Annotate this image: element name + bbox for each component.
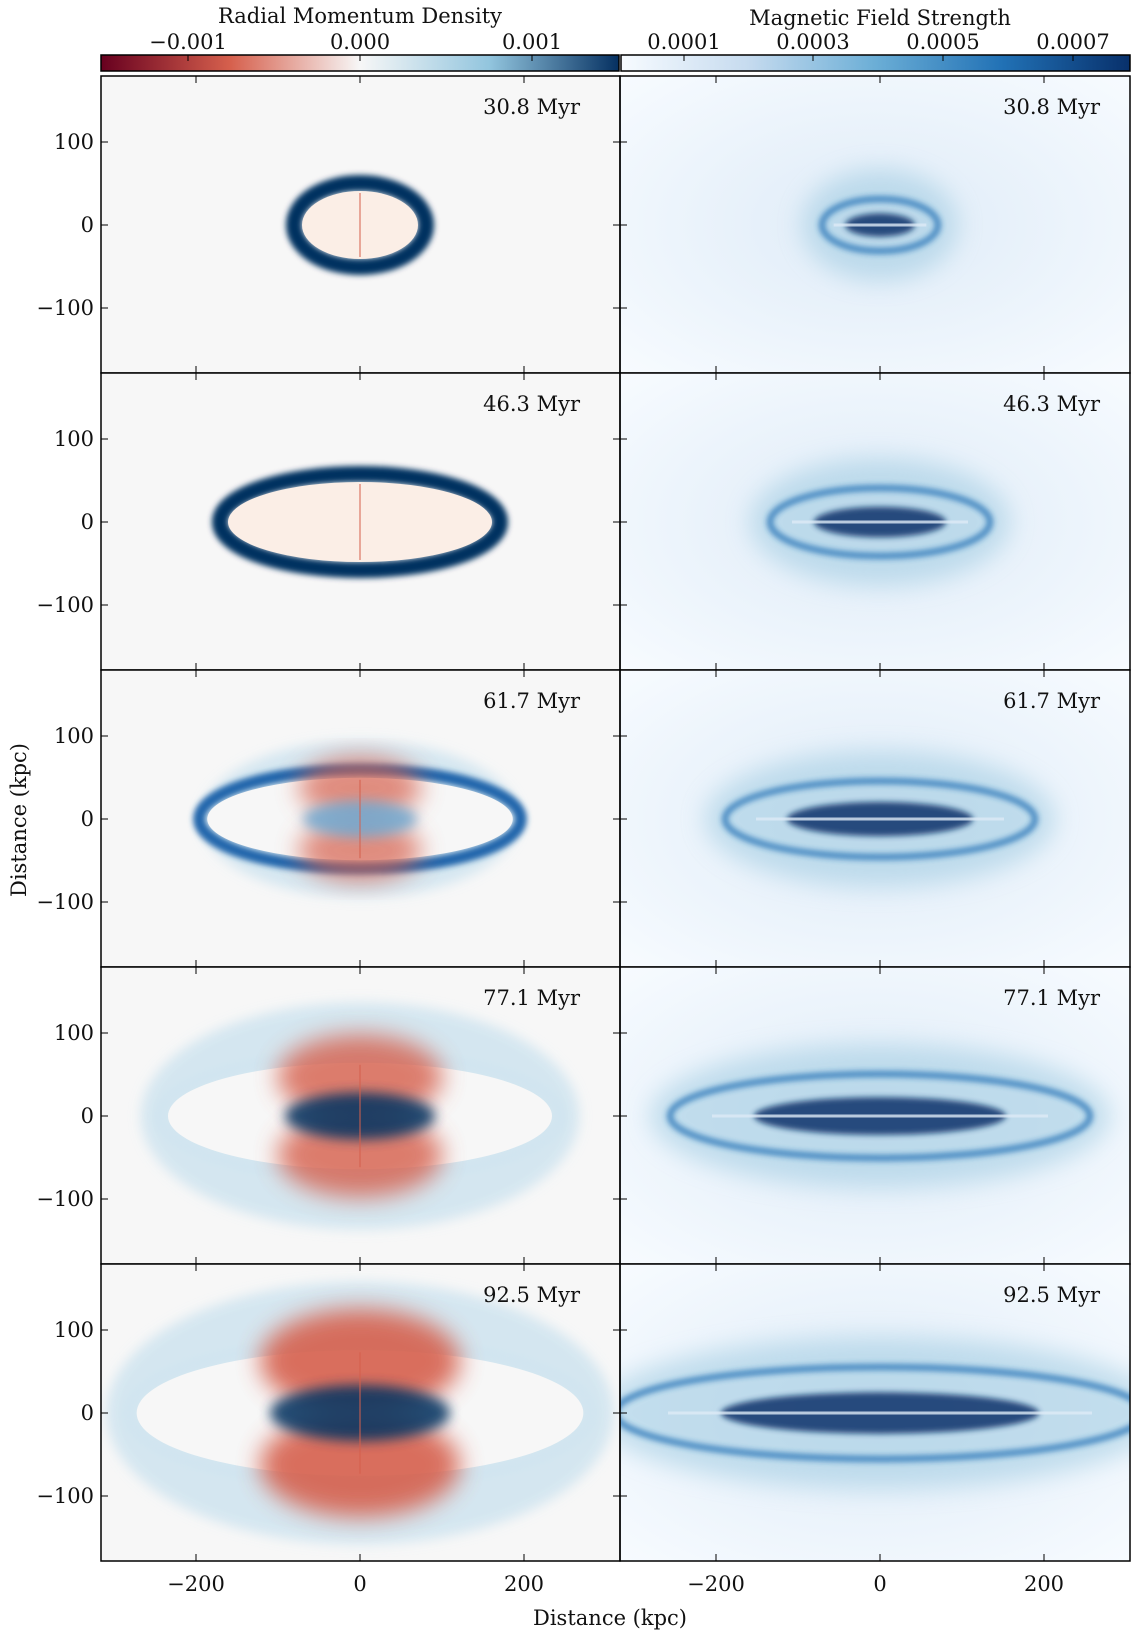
x-tick-label: −200: [687, 1572, 745, 1596]
field-lobe: [722, 778, 1038, 860]
field-lobe: [819, 196, 941, 254]
field-lobe: [767, 485, 993, 559]
colorbar-magnetic-field: [620, 54, 1131, 72]
panel-magnetic-field: [620, 76, 1130, 373]
y-tick-label: 100: [54, 724, 94, 748]
time-label: 77.1 Myr: [1003, 986, 1101, 1010]
time-label: 77.1 Myr: [483, 986, 581, 1010]
x-tick-label: 200: [504, 1572, 544, 1596]
time-label: 46.3 Myr: [483, 392, 581, 416]
y-tick-label: 0: [81, 1401, 94, 1425]
y-tick-label: 100: [54, 1318, 94, 1342]
field-lobe: [667, 1071, 1093, 1161]
y-tick-label: −100: [36, 593, 94, 617]
panel-magnetic-field: [620, 670, 1130, 967]
y-tick-label: −100: [36, 890, 94, 914]
colorbar-tick-label: 0.0007: [1036, 30, 1109, 54]
panel-row: 30.8 Myr 30.8 Myr 100 0 −100: [36, 75, 1131, 374]
panel-radial-momentum: [101, 1264, 620, 1561]
y-axis-label: Distance (kpc): [7, 743, 31, 897]
colorbar-tick-label: 0.0003: [776, 30, 849, 54]
y-tick-label: 0: [81, 1104, 94, 1128]
colorbar-title-magnetic-field: Magnetic Field Strength: [749, 6, 1011, 30]
panel-radial-momentum: [101, 670, 620, 967]
panel-magnetic-field: [620, 373, 1130, 670]
x-tick-label: 0: [873, 1572, 886, 1596]
y-tick-label: 0: [81, 510, 94, 534]
y-tick-label: −100: [36, 1187, 94, 1211]
panel-magnetic-field: [620, 1264, 1130, 1561]
x-axis-label: Distance (kpc): [533, 1606, 687, 1630]
y-tick-label: 0: [81, 213, 94, 237]
colorbar-tick-label: 0.000: [330, 30, 390, 54]
x-tick-label: 200: [1024, 1572, 1064, 1596]
field-lobe: [620, 1364, 1130, 1462]
panel-radial-momentum: [101, 76, 620, 373]
panel-radial-momentum: [101, 967, 620, 1264]
time-label: 30.8 Myr: [483, 95, 581, 119]
panel-magnetic-field: [620, 967, 1130, 1264]
time-label: 92.5 Myr: [1003, 1283, 1101, 1307]
panel-row: 77.1 Myr 77.1 Myr 100 0 −100: [36, 966, 1131, 1265]
time-label: 46.3 Myr: [1003, 392, 1101, 416]
colorbar-title-radial-momentum: Radial Momentum Density: [218, 4, 502, 28]
shock-shell: [212, 466, 508, 578]
shock-shell: [286, 175, 434, 275]
colorbar-tick-label: −0.001: [149, 30, 227, 54]
y-tick-label: 100: [54, 1021, 94, 1045]
y-tick-label: 0: [81, 807, 94, 831]
panel-row: 46.3 Myr 46.3 Myr 100 0 −100: [36, 372, 1131, 671]
colorbar-tick-label: 0.001: [502, 30, 562, 54]
x-tick-label: 0: [353, 1572, 366, 1596]
panel-row: 61.7 Myr 61.7 Myr 100 0 −100: [36, 669, 1131, 968]
x-tick-label: −200: [167, 1572, 225, 1596]
y-tick-label: −100: [36, 296, 94, 320]
colorbar-tick-label: 0.0005: [906, 30, 979, 54]
panel-radial-momentum: [101, 373, 620, 670]
y-tick-label: 100: [54, 427, 94, 451]
time-label: 61.7 Myr: [483, 689, 581, 713]
y-tick-label: 100: [54, 130, 94, 154]
colorbar-tick-label: 0.0001: [647, 30, 720, 54]
time-label: 30.8 Myr: [1003, 95, 1101, 119]
panel-row: 92.5 Myr 92.5 Myr 100 0 −100: [36, 1263, 1131, 1562]
time-label: 61.7 Myr: [1003, 689, 1101, 713]
y-tick-label: −100: [36, 1484, 94, 1508]
time-label: 92.5 Myr: [483, 1283, 581, 1307]
